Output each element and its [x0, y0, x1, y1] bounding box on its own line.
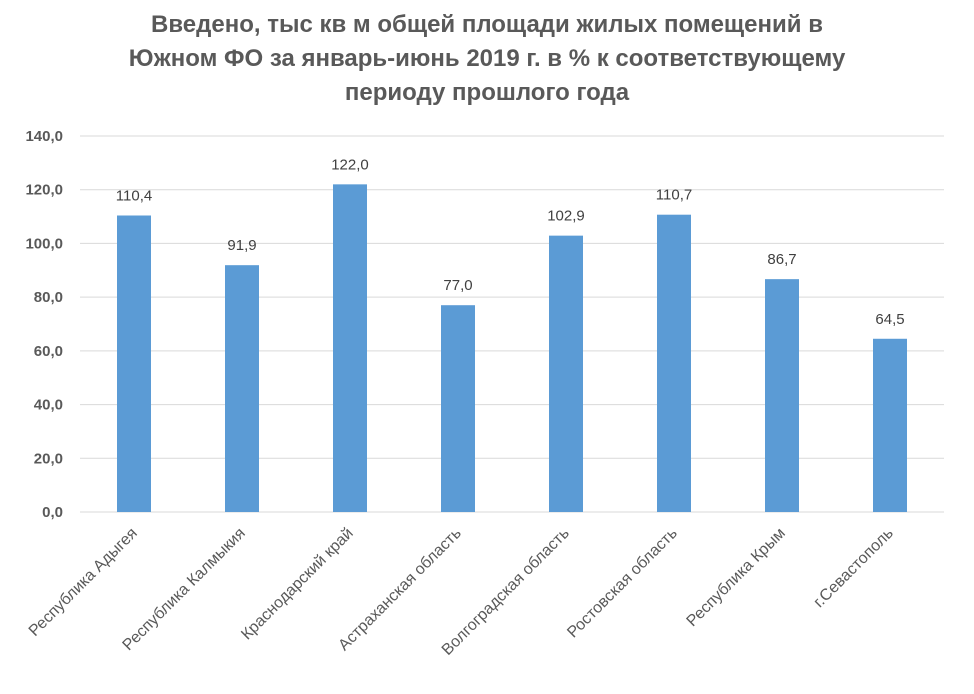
chart-title-line: Введено, тыс кв м общей площади жилых по… — [151, 11, 823, 38]
data-label: 86,7 — [767, 251, 796, 268]
x-category-label: Республика Калмыкия — [120, 525, 249, 654]
data-label: 91,9 — [227, 237, 256, 254]
y-tick-label: 120,0 — [25, 182, 63, 199]
data-label: 102,9 — [547, 208, 585, 225]
bar — [657, 214, 691, 513]
x-category-label: Республика Адыгея — [26, 525, 141, 640]
bar — [549, 235, 583, 512]
bar — [765, 279, 799, 512]
data-label: 110,4 — [116, 187, 152, 204]
bar — [225, 265, 259, 512]
data-label: 110,7 — [656, 187, 692, 204]
bar — [117, 215, 151, 513]
y-tick-label: 40,0 — [34, 397, 63, 414]
chart-title-line: периоду прошлого года — [344, 79, 630, 106]
chart-title-line: Южном ФО за январь-июнь 2019 г. в % к со… — [128, 45, 846, 72]
x-category-label: Краснодарский край — [238, 525, 357, 644]
bar — [441, 305, 475, 512]
x-category-label: Республика Крым — [684, 525, 789, 630]
x-category-label: Волгоградская область — [439, 525, 573, 659]
gridlines — [80, 135, 944, 513]
x-category-label: г.Севастополь — [811, 525, 897, 611]
data-label: 122,0 — [331, 156, 369, 173]
data-labels: 110,4 91,9 122,0 77,0 102,9 110,7 86,7 64,5 — [116, 156, 905, 327]
y-tick-label: 140,0 — [25, 128, 63, 145]
y-tick-label: 20,0 — [34, 450, 63, 467]
y-tick-label: 100,0 — [25, 235, 63, 252]
y-tick-label: 0,0 — [42, 504, 63, 521]
y-tick-label: 60,0 — [34, 343, 63, 360]
data-label: 64,5 — [875, 311, 904, 328]
bar-series — [117, 184, 907, 513]
x-category-label: Астраханская область — [335, 525, 464, 654]
x-category-label: Ростовская область — [564, 525, 681, 642]
y-tick-label: 80,0 — [34, 289, 63, 306]
bar — [333, 184, 367, 513]
chart-title: Введено, тыс кв м общей площади жилых по… — [60, 8, 914, 110]
data-label: 77,0 — [443, 277, 472, 294]
bar — [873, 338, 907, 512]
y-axis-tick-labels: 0,0 20,0 40,0 60,0 80,0 100,0 120,0 140,0 — [25, 128, 63, 521]
